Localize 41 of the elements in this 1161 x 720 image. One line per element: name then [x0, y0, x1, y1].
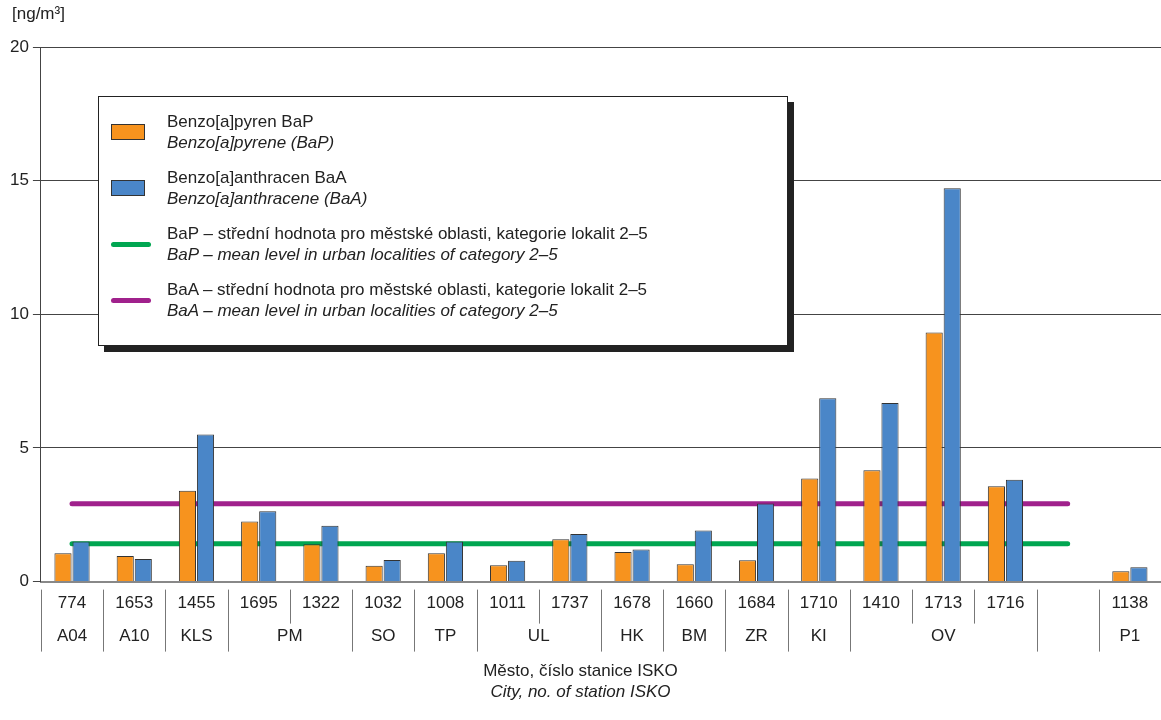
x-tick-label: 774: [57, 593, 87, 613]
y-tick-label: 15: [9, 170, 29, 190]
x-tick-label: 1678: [613, 593, 651, 613]
x-tick-label: 1410: [862, 593, 900, 613]
y-tick-label: 20: [9, 36, 29, 56]
x-tick-label: 1737: [550, 593, 589, 613]
text: PM: [277, 626, 303, 646]
text: KLS: [180, 626, 213, 646]
y-tick-label: 0: [19, 571, 29, 591]
x-tick-label: 1716: [986, 593, 1025, 613]
legend-label: BaP – střední hodnota pro městské oblasti, kategorie lokalit 2–5 BaP – mean level in urban localities of category 2–5: [167, 223, 648, 265]
text: TP: [434, 626, 457, 646]
x-tick-label: 1322: [302, 593, 340, 613]
text: KI: [810, 626, 827, 646]
legend-label: Benzo[a]pyren BaP Benzo[a]pyrene (BaP): [167, 111, 335, 153]
x-tick-label: 1710: [799, 593, 838, 613]
text: ZR: [745, 626, 768, 646]
text: BM: [681, 626, 708, 646]
legend-label: Benzo[a]anthracen BaA Benzo[a]anthracene (BaA): [167, 167, 368, 209]
x-tick-label: 1653: [115, 593, 154, 613]
x-tick-label: 1011: [489, 593, 526, 613]
x-tick-label: 1660: [675, 593, 714, 613]
text: OV: [930, 626, 957, 646]
x-tick-label: 1455: [177, 593, 216, 613]
text: A10: [119, 626, 150, 646]
text: UL: [527, 626, 550, 646]
y-tick-label: 5: [19, 437, 29, 457]
text: P1: [1119, 626, 1141, 646]
text: HK: [620, 626, 645, 646]
legend-label: BaA – střední hodnota pro městské oblasti, kategorie lokalit 2–5 BaA – mean level in urban localities of category 2–5: [167, 279, 648, 321]
x-tick-label: 1138: [1111, 593, 1149, 613]
y-axis-title: [ng/m³]: [12, 4, 65, 24]
x-tick-label: 1684: [737, 593, 776, 613]
x-tick-label: 1713: [924, 593, 963, 613]
x-tick-label: 1032: [364, 593, 403, 613]
text: A04: [56, 626, 88, 646]
text: SO: [370, 626, 396, 646]
x-tick-label: 1695: [239, 593, 278, 613]
x-tick-label: 1008: [426, 593, 465, 613]
y-tick-label: 10: [9, 303, 29, 323]
x-axis-title: Město, číslo stanice ISKO City, no. of station ISKO: [482, 660, 679, 702]
